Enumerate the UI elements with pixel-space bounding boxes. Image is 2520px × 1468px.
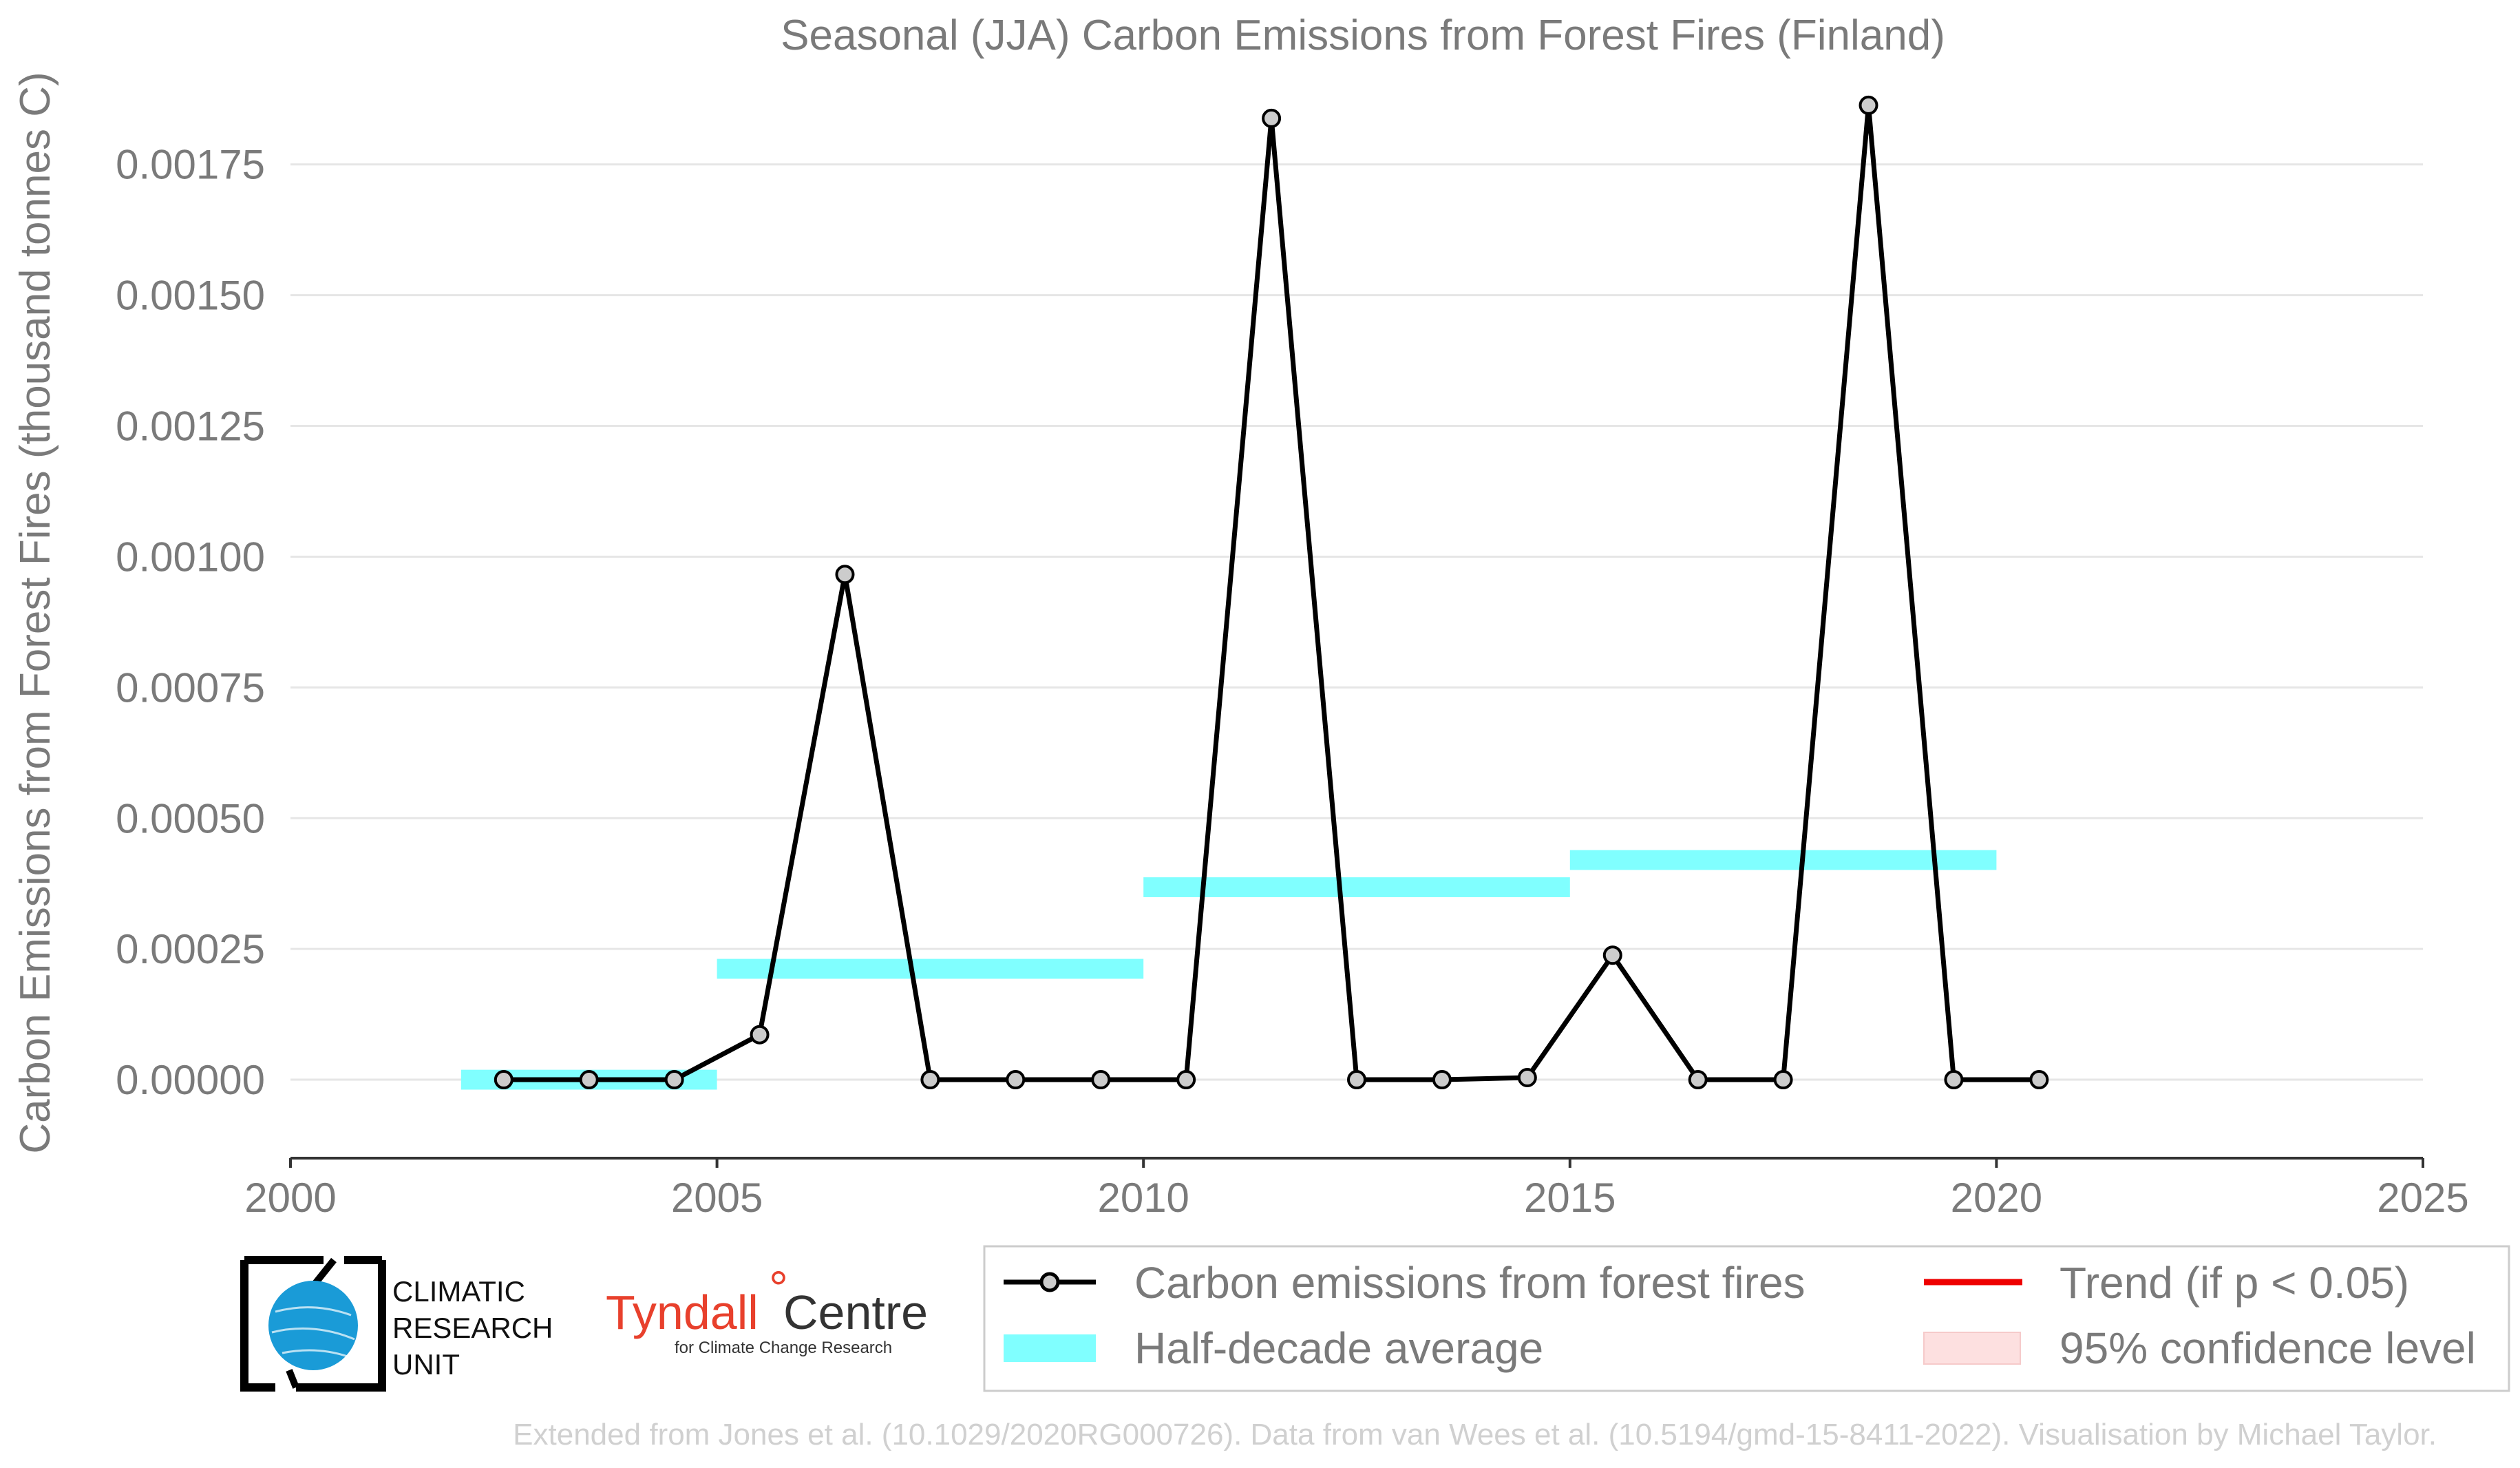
data-point [1432, 1070, 1452, 1090]
data-point [494, 1070, 513, 1090]
data-point [2029, 1070, 2049, 1090]
half-decade-average-bar [1569, 850, 1997, 870]
legend-label-confidence: 95% confidence level [2060, 1323, 2476, 1373]
axes: 2000 2005 2010 2015 2020 2025 [244, 1157, 2469, 1221]
data-point [1347, 1070, 1366, 1090]
legend-swatch-confidence [1923, 1332, 2021, 1365]
cru-line-1: CLIMATIC [392, 1275, 525, 1308]
data-point [1262, 108, 1282, 128]
y-tick-label: 0.00000 [116, 1057, 265, 1103]
data-point [1773, 1070, 1793, 1090]
tyndall-logo: Tyndall ° Centre for Climate Change Rese… [606, 1261, 928, 1357]
tyndall-subtitle: for Climate Change Research [675, 1339, 892, 1357]
x-tick-label: 2000 [244, 1175, 336, 1221]
y-tick-label: 0.00025 [116, 926, 265, 972]
data-point [1602, 945, 1622, 965]
data-point [750, 1025, 770, 1045]
data-point [1517, 1068, 1537, 1088]
data-point [1091, 1070, 1111, 1090]
svg-text:°: ° [769, 1261, 788, 1315]
legend-label-trend: Trend (if p < 0.05) [2060, 1258, 2409, 1308]
x-tick-label: 2025 [2377, 1175, 2468, 1221]
data-point [579, 1070, 599, 1090]
tyndall-name: Tyndall [606, 1286, 759, 1339]
data-point [1859, 95, 1878, 115]
legend-swatch-marker [1039, 1272, 1060, 1292]
y-tick-label: 0.00100 [116, 534, 265, 580]
footnote: Extended from Jones et al. (10.1029/2020… [513, 1418, 2437, 1451]
globe-icon [268, 1281, 358, 1370]
data-point [664, 1070, 684, 1090]
y-tick-label: 0.00150 [116, 273, 265, 319]
y-tick-label: 0.00075 [116, 664, 265, 711]
cru-line-3: UNIT [392, 1348, 460, 1381]
data-point [835, 565, 855, 585]
y-tick-label: 0.00050 [116, 795, 265, 841]
cru-line-2: RESEARCH [392, 1312, 553, 1344]
grid-lines: 0.00000 0.00025 0.00050 0.00075 0.00100 0.001… [116, 142, 2423, 1103]
emissions-line [503, 103, 2040, 1082]
x-tick-label: 2010 [1097, 1175, 1189, 1221]
half-decade-average-bars [460, 850, 1997, 1090]
data-point [1944, 1070, 1964, 1090]
data-point [1688, 1070, 1708, 1090]
legend: Carbon emissions from forest fires Trend… [983, 1245, 2510, 1392]
x-tick-label: 2005 [671, 1175, 763, 1221]
legend-swatch-average [1004, 1334, 1096, 1362]
emissions-series [494, 95, 2049, 1090]
half-decade-average-bar [717, 958, 1144, 979]
data-point [1176, 1070, 1196, 1090]
half-decade-average-bar [1143, 877, 1570, 897]
cru-logo: CLIMATIC RESEARCH UNIT [240, 1256, 553, 1392]
x-tick-label: 2015 [1524, 1175, 1616, 1221]
tyndall-centre: Centre [783, 1286, 928, 1339]
data-point [920, 1070, 940, 1090]
y-tick-label: 0.00125 [116, 403, 265, 450]
y-tick-label: 0.00175 [116, 142, 265, 188]
x-tick-label: 2020 [1951, 1175, 2042, 1221]
y-axis-label: Carbon Emissions from Forest Fires (thou… [12, 72, 59, 1153]
legend-label-emissions: Carbon emissions from forest fires [1134, 1258, 1806, 1308]
legend-label-average: Half-decade average [1134, 1323, 1543, 1373]
chart-title: Seasonal (JJA) Carbon Emissions from For… [781, 12, 1945, 59]
data-point [1006, 1070, 1026, 1090]
legend-box [983, 1245, 2510, 1392]
